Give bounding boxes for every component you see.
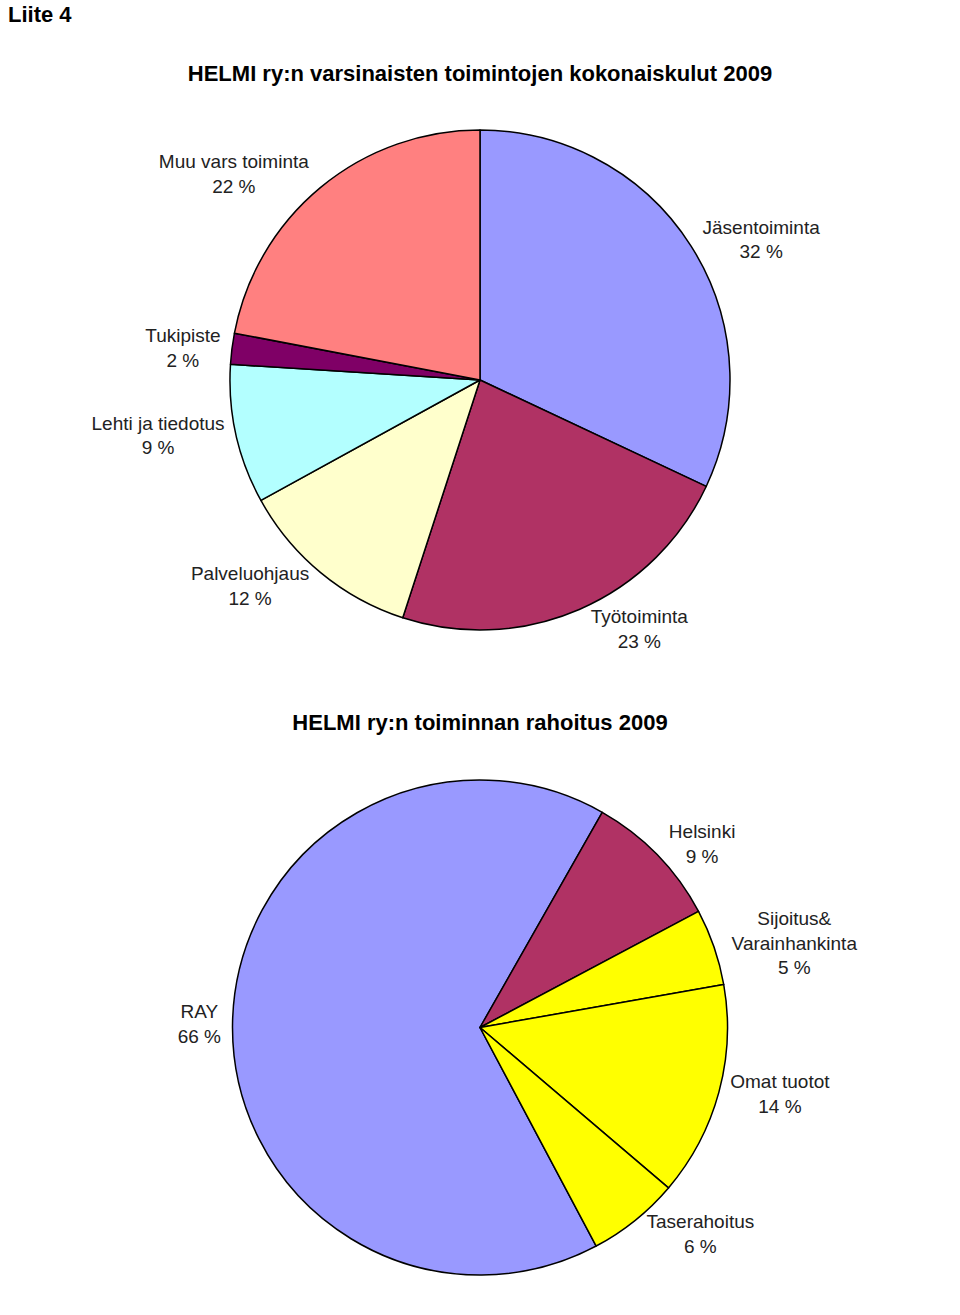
svg-text:HELMI ry:n varsinaisten toimin: HELMI ry:n varsinaisten toimintojen koko… — [188, 61, 772, 86]
svg-text:RAY66 %: RAY66 % — [178, 1001, 221, 1047]
svg-text:HELMI ry:n toiminnan rahoitus: HELMI ry:n toiminnan rahoitus 2009 — [292, 710, 667, 735]
svg-text:Palveluohjaus12 %: Palveluohjaus12 % — [191, 563, 309, 609]
svg-text:Taserahoitus6 %: Taserahoitus6 % — [647, 1211, 755, 1257]
svg-text:Helsinki9 %: Helsinki9 % — [669, 821, 736, 867]
svg-text:Tukipiste2 %: Tukipiste2 % — [145, 325, 220, 371]
svg-text:Sijoitus&Varainhankinta5 %: Sijoitus&Varainhankinta5 % — [732, 908, 858, 978]
svg-text:Lehti ja tiedotus9 %: Lehti ja tiedotus9 % — [92, 413, 225, 459]
html-text:Liite 4: Liite 4 — [8, 2, 72, 27]
svg-text:Muu vars toiminta22 %: Muu vars toiminta22 % — [159, 151, 309, 197]
svg-text:Jäsentoiminta32 %: Jäsentoiminta32 % — [703, 217, 821, 263]
svg-text:Työtoiminta23 %: Työtoiminta23 % — [591, 606, 689, 652]
svg-text:Omat tuotot14 %: Omat tuotot14 % — [730, 1071, 830, 1117]
